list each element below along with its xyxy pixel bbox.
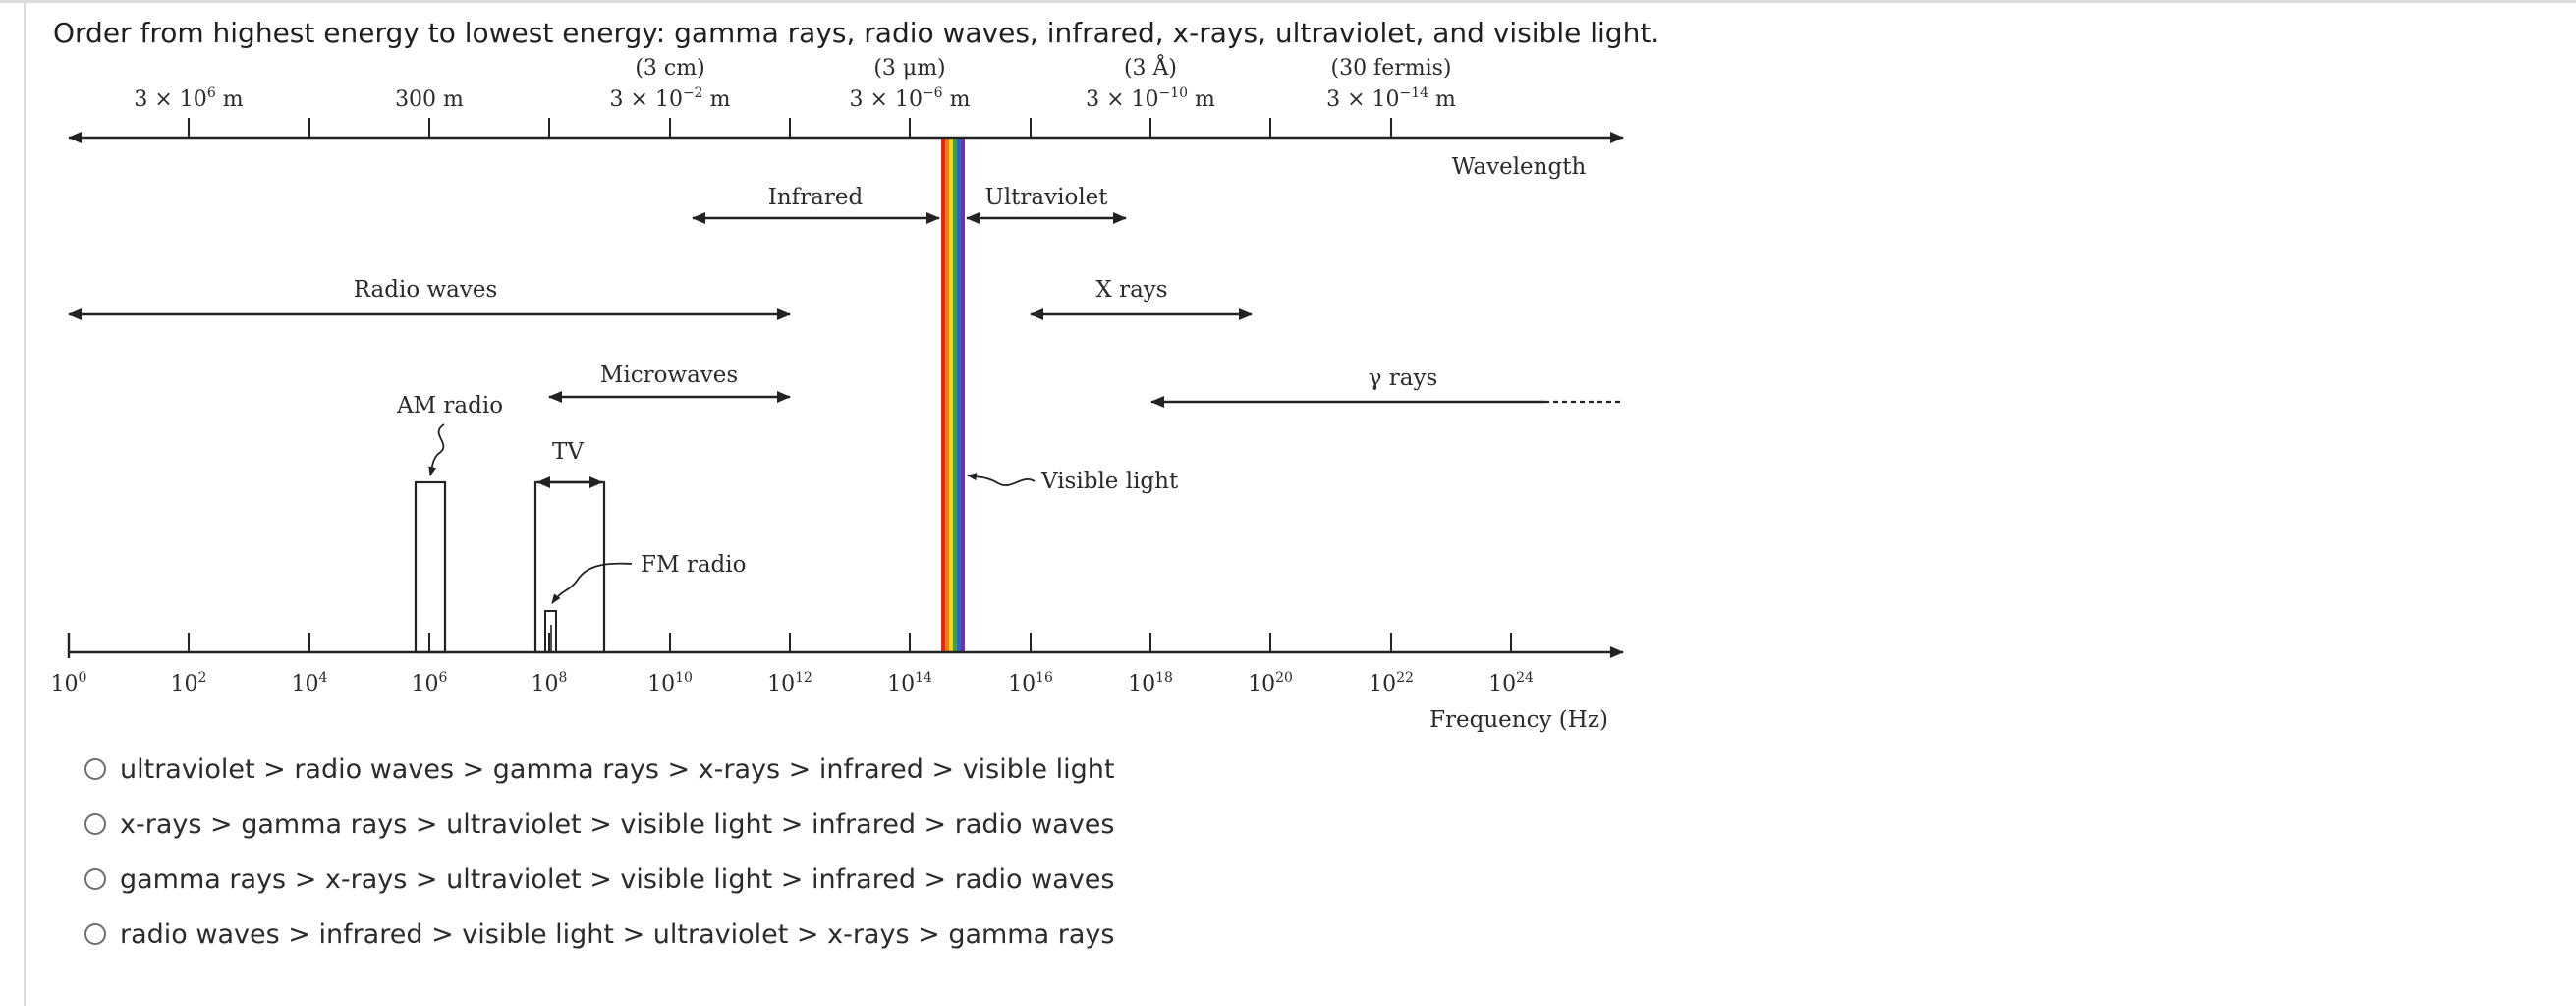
spectrum-band-violet [961, 138, 965, 652]
frequency-tick-label: 1014 [887, 670, 932, 697]
wavelength-tick-label: 3 × 10−10 m [1086, 85, 1215, 112]
option-label: ultraviolet > radio waves > gamma rays >… [120, 754, 1115, 785]
spectrum-band-blue [957, 138, 961, 652]
answer-option-1[interactable]: ultraviolet > radio waves > gamma rays >… [84, 742, 1114, 797]
wavelength-axis-title: Wavelength [1452, 154, 1587, 180]
radio-waves-label: Radio waves [354, 277, 498, 303]
frequency-ticks [188, 633, 1512, 652]
tv-label: TV [552, 439, 584, 465]
infrared-label: Infrared [768, 185, 864, 210]
gamma-rays-label: γ rays [1369, 365, 1438, 391]
radio-button[interactable] [84, 923, 106, 945]
am-radio-pointer [428, 423, 445, 476]
wavelength-tick-label: 3 × 10−2 m [610, 85, 731, 112]
left-border [24, 3, 26, 1006]
microwaves-label: Microwaves [600, 363, 738, 388]
wavelength-tick-label: 3 × 106 m [134, 85, 243, 112]
frequency-axis-title: Frequency (Hz) [1429, 707, 1608, 733]
radio-button[interactable] [84, 813, 106, 835]
spectrum-band-yellow [949, 138, 953, 652]
frequency-tick-label: 100 [51, 670, 87, 697]
option-label: radio waves > infrared > visible light >… [120, 919, 1115, 950]
radio-button[interactable] [84, 868, 106, 890]
answer-options: ultraviolet > radio waves > gamma rays >… [84, 742, 1114, 962]
visible-light-pointer [967, 473, 1036, 486]
frequency-tick-label: 1018 [1128, 670, 1173, 697]
frequency-tick-label: 104 [292, 670, 328, 697]
spectrum-band-red [941, 138, 945, 652]
option-label: x-rays > gamma rays > ultraviolet > visi… [120, 809, 1115, 840]
wavelength-tick-label: 3 × 10−6 m [850, 85, 971, 112]
fm-radio-pointer [551, 562, 633, 604]
answer-option-3[interactable]: gamma rays > x-rays > ultraviolet > visi… [84, 852, 1114, 907]
wavelength-tick-label: 3 × 10−14 m [1326, 85, 1456, 112]
wavelength-note-label: (3 cm) [635, 56, 704, 81]
frequency-tick-label: 1012 [767, 670, 812, 697]
wavelength-tick-label: 300 m [395, 87, 464, 112]
question-text: Order from highest energy to lowest ener… [53, 17, 1660, 49]
wavelength-note-label: (3 Å) [1124, 53, 1177, 81]
frequency-tick-label: 1024 [1488, 670, 1534, 697]
visible-light-label: Visible light [1040, 469, 1179, 494]
frequency-tick-label: 1020 [1248, 670, 1293, 697]
option-label: gamma rays > x-rays > ultraviolet > visi… [120, 864, 1115, 895]
frequency-tick-label: 108 [532, 670, 568, 697]
frequency-tick-label: 102 [171, 670, 207, 697]
frequency-tick-label: 1022 [1369, 670, 1414, 697]
x-rays-label: X rays [1095, 277, 1167, 303]
frequency-tick-label: 1016 [1008, 670, 1053, 697]
spectrum-band-green [953, 138, 957, 652]
visible-spectrum-strip [941, 138, 965, 652]
ultraviolet-label: Ultraviolet [984, 185, 1108, 210]
wavelength-note-label: (3 μm) [873, 56, 945, 81]
am-radio-label: AM radio [396, 393, 503, 419]
am-radio-box [414, 480, 447, 654]
fm-radio-label: FM radio [641, 552, 746, 578]
answer-option-2[interactable]: x-rays > gamma rays > ultraviolet > visi… [84, 797, 1114, 852]
wavelength-ticks [188, 118, 1392, 138]
spectrum-band-orange [945, 138, 949, 652]
answer-option-4[interactable]: radio waves > infrared > visible light >… [84, 907, 1114, 962]
em-spectrum-diagram: 3 × 106 m 300 m (3 cm) 3 × 10−2 m (3 μm)… [51, 53, 1624, 733]
radio-button[interactable] [84, 758, 106, 780]
wavelength-note-label: (30 fermis) [1330, 56, 1451, 81]
top-border [0, 0, 2576, 3]
frequency-tick-label: 106 [412, 670, 448, 697]
frequency-tick-label: 1010 [647, 670, 693, 697]
